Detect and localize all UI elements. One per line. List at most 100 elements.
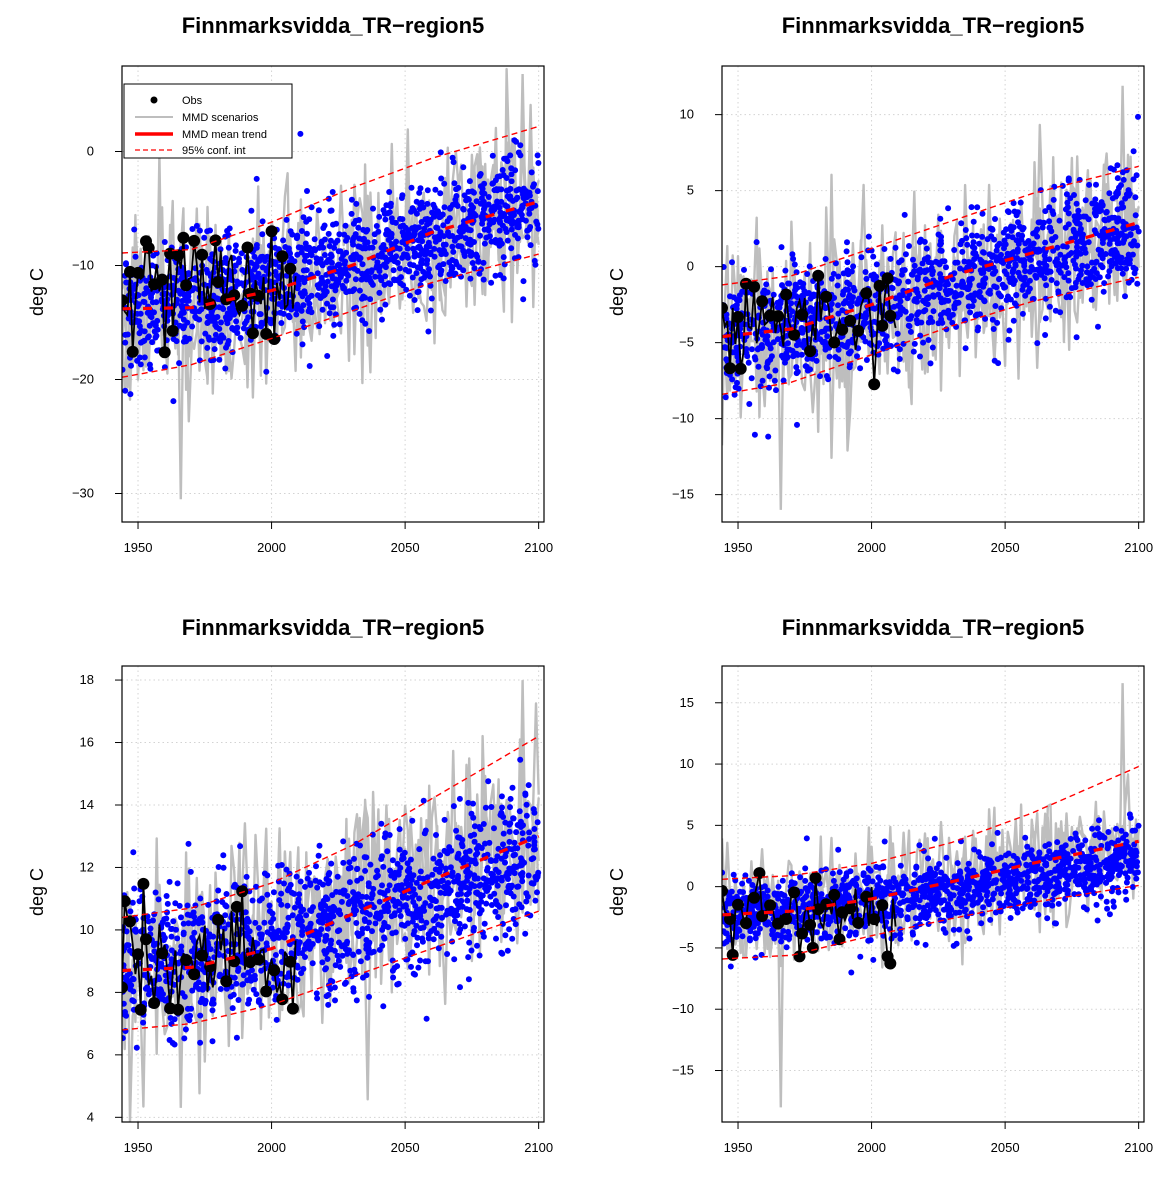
- y-tick-label: −10: [672, 411, 694, 426]
- data-point: [316, 323, 323, 330]
- data-point: [402, 935, 409, 942]
- data-point: [481, 920, 488, 927]
- data-point: [320, 915, 327, 922]
- data-point: [1036, 260, 1043, 267]
- data-point: [498, 949, 505, 956]
- data-point: [1084, 263, 1091, 270]
- data-point: [380, 863, 387, 870]
- data-point: [1079, 280, 1086, 286]
- data-point: [386, 882, 393, 889]
- obs-point: [142, 242, 155, 254]
- data-point: [1122, 293, 1128, 300]
- data-point: [218, 319, 224, 326]
- obs-point: [780, 288, 793, 301]
- obs-point: [820, 290, 833, 303]
- data-point: [964, 241, 971, 248]
- data-point: [315, 918, 322, 925]
- data-point: [534, 873, 541, 880]
- data-point: [945, 205, 952, 212]
- data-point: [468, 202, 475, 209]
- data-point: [1072, 279, 1079, 286]
- obs-point: [873, 279, 886, 292]
- data-point: [205, 334, 212, 341]
- data-point: [197, 1039, 204, 1046]
- data-point: [842, 286, 849, 293]
- data-point: [499, 920, 506, 927]
- data-point: [466, 939, 473, 946]
- data-point: [233, 1034, 240, 1041]
- data-point: [319, 881, 326, 888]
- data-point: [896, 346, 903, 353]
- data-point: [1056, 217, 1063, 224]
- data-point: [509, 846, 515, 853]
- data-point: [196, 986, 202, 992]
- data-point: [1025, 288, 1032, 295]
- data-point: [763, 281, 770, 288]
- obs-point: [134, 1003, 147, 1016]
- data-point: [508, 245, 515, 252]
- data-point: [992, 303, 999, 309]
- data-point: [454, 875, 461, 882]
- data-point: [480, 198, 487, 205]
- data-point: [1130, 148, 1137, 155]
- legend: Obs MMD scenarios MMD mean trend 95% con…: [123, 83, 293, 159]
- data-point: [1132, 212, 1139, 219]
- data-point: [485, 225, 491, 232]
- obs-point: [148, 997, 161, 1009]
- data-point: [444, 880, 451, 887]
- data-point: [896, 259, 902, 266]
- data-point: [1072, 234, 1079, 241]
- data-point: [733, 305, 740, 312]
- data-point: [500, 830, 507, 837]
- data-point: [243, 873, 250, 880]
- data-point: [450, 248, 457, 255]
- data-point: [302, 883, 308, 890]
- data-point: [131, 226, 138, 233]
- data-point: [901, 211, 908, 218]
- data-point: [1044, 269, 1051, 276]
- data-point: [388, 230, 395, 237]
- data-point: [479, 189, 486, 196]
- data-point: [258, 933, 265, 940]
- data-point: [468, 881, 475, 888]
- data-point: [351, 855, 357, 862]
- data-point: [409, 817, 416, 824]
- data-point: [403, 903, 409, 910]
- data-point: [523, 812, 530, 819]
- data-point: [342, 946, 349, 953]
- data-point: [306, 869, 312, 876]
- data-point: [736, 292, 743, 299]
- data-point: [444, 850, 451, 857]
- data-point: [189, 987, 196, 994]
- data-point: [970, 261, 976, 268]
- data-point: [1079, 245, 1086, 252]
- data-point: [502, 819, 509, 826]
- data-point: [1029, 296, 1036, 303]
- data-point: [468, 251, 475, 257]
- data-point: [921, 287, 928, 294]
- data-point: [504, 947, 511, 954]
- data-point: [1118, 230, 1125, 237]
- data-point: [164, 921, 171, 928]
- data-point: [381, 834, 388, 841]
- data-point: [435, 945, 442, 952]
- data-point: [223, 891, 230, 897]
- chart-title: Finnmarksvidda_TR−region5: [782, 13, 1085, 38]
- data-point: [953, 940, 960, 947]
- data-point: [220, 306, 227, 312]
- data-point: [733, 296, 740, 303]
- data-point: [954, 860, 961, 867]
- data-point: [490, 871, 496, 878]
- data-point: [146, 322, 153, 329]
- data-point: [1125, 279, 1132, 286]
- obs-point: [724, 362, 736, 375]
- data-point: [1035, 219, 1042, 226]
- data-point: [422, 216, 429, 223]
- data-point: [435, 233, 442, 240]
- data-point: [1104, 841, 1111, 848]
- data-point: [1118, 254, 1125, 261]
- data-point: [970, 297, 977, 304]
- y-axis-label: deg C: [27, 868, 47, 916]
- data-point: [503, 175, 510, 181]
- data-point: [817, 373, 823, 380]
